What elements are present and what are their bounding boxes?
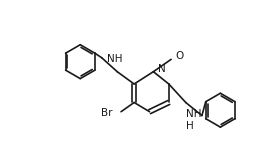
Text: NH
H: NH H <box>186 109 201 131</box>
Text: O: O <box>175 51 183 61</box>
Text: NH: NH <box>107 54 123 64</box>
Text: Br: Br <box>101 108 113 118</box>
Text: N: N <box>158 64 166 74</box>
